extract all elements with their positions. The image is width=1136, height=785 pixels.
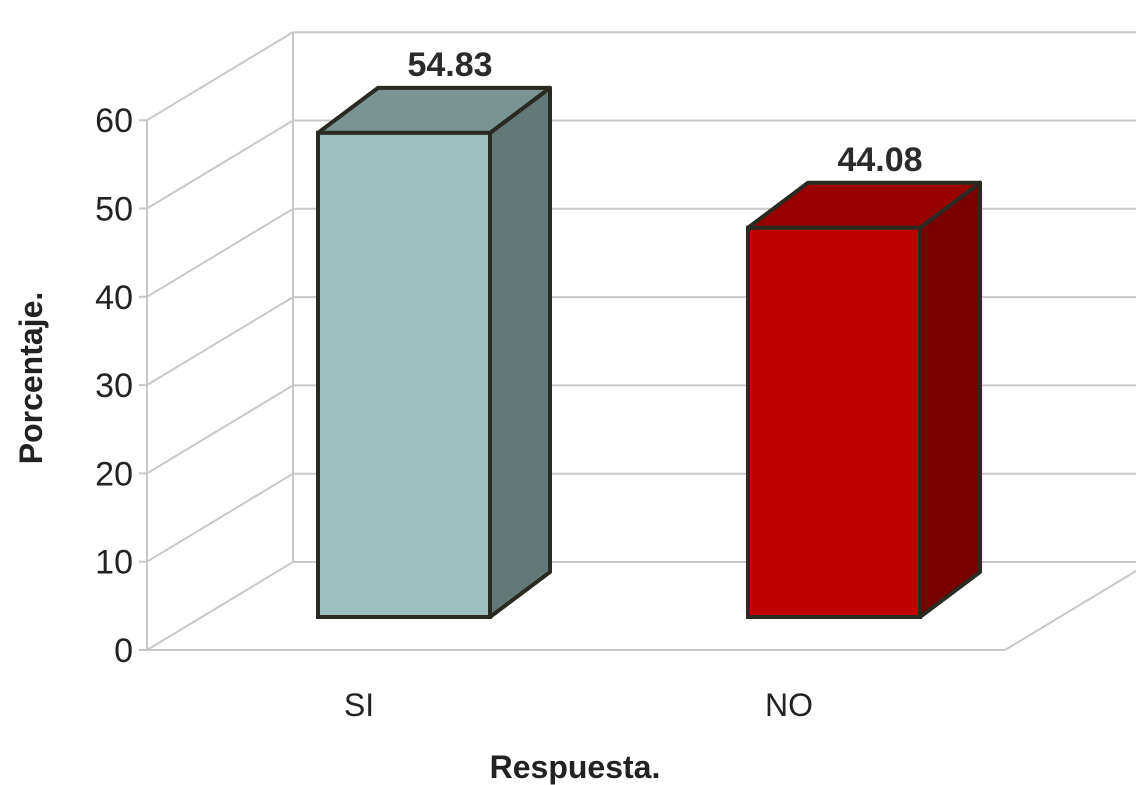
- x-tick-label-si: SI: [344, 687, 374, 723]
- floor-right-edge: [1004, 569, 1136, 651]
- bars: [316, 85, 982, 620]
- y-tick-label: 60: [95, 102, 133, 140]
- gridline-side: [146, 119, 294, 210]
- bar-front-face: [316, 130, 492, 619]
- y-tick-label: 10: [95, 544, 133, 582]
- gridline-side: [146, 561, 294, 651]
- data-label-no: 44.08: [837, 141, 922, 179]
- chart-walls: [146, 32, 1136, 651]
- x-tick-label-no: NO: [765, 687, 813, 723]
- gridlines: [146, 31, 1136, 651]
- x-axis-categories: SI NO: [344, 687, 813, 723]
- bar-si: [316, 85, 552, 619]
- y-tick-label: 50: [95, 191, 133, 229]
- y-axis-ticks: 0 10 20 30 40 50 60: [95, 102, 147, 670]
- bar-no: [746, 180, 982, 620]
- data-label-si: 54.83: [407, 46, 492, 84]
- y-tick-label: 20: [95, 455, 133, 493]
- gridline-side: [146, 384, 294, 475]
- gridline-side: [146, 31, 294, 122]
- y-axis-title: Porcentaje.: [13, 292, 49, 465]
- gridline-side: [146, 472, 294, 563]
- y-tick-label: 40: [95, 279, 133, 317]
- gridline-side: [146, 296, 294, 386]
- gridline-side: [146, 207, 294, 298]
- x-axis-title: Respuesta.: [490, 749, 661, 785]
- data-labels: 54.83 44.08: [407, 46, 922, 179]
- y-tick-label: 30: [95, 367, 133, 405]
- y-tick-label: 0: [114, 632, 133, 670]
- bar-side-face: [918, 180, 982, 619]
- bar-front-face: [746, 225, 922, 620]
- bar-side-face: [488, 85, 552, 619]
